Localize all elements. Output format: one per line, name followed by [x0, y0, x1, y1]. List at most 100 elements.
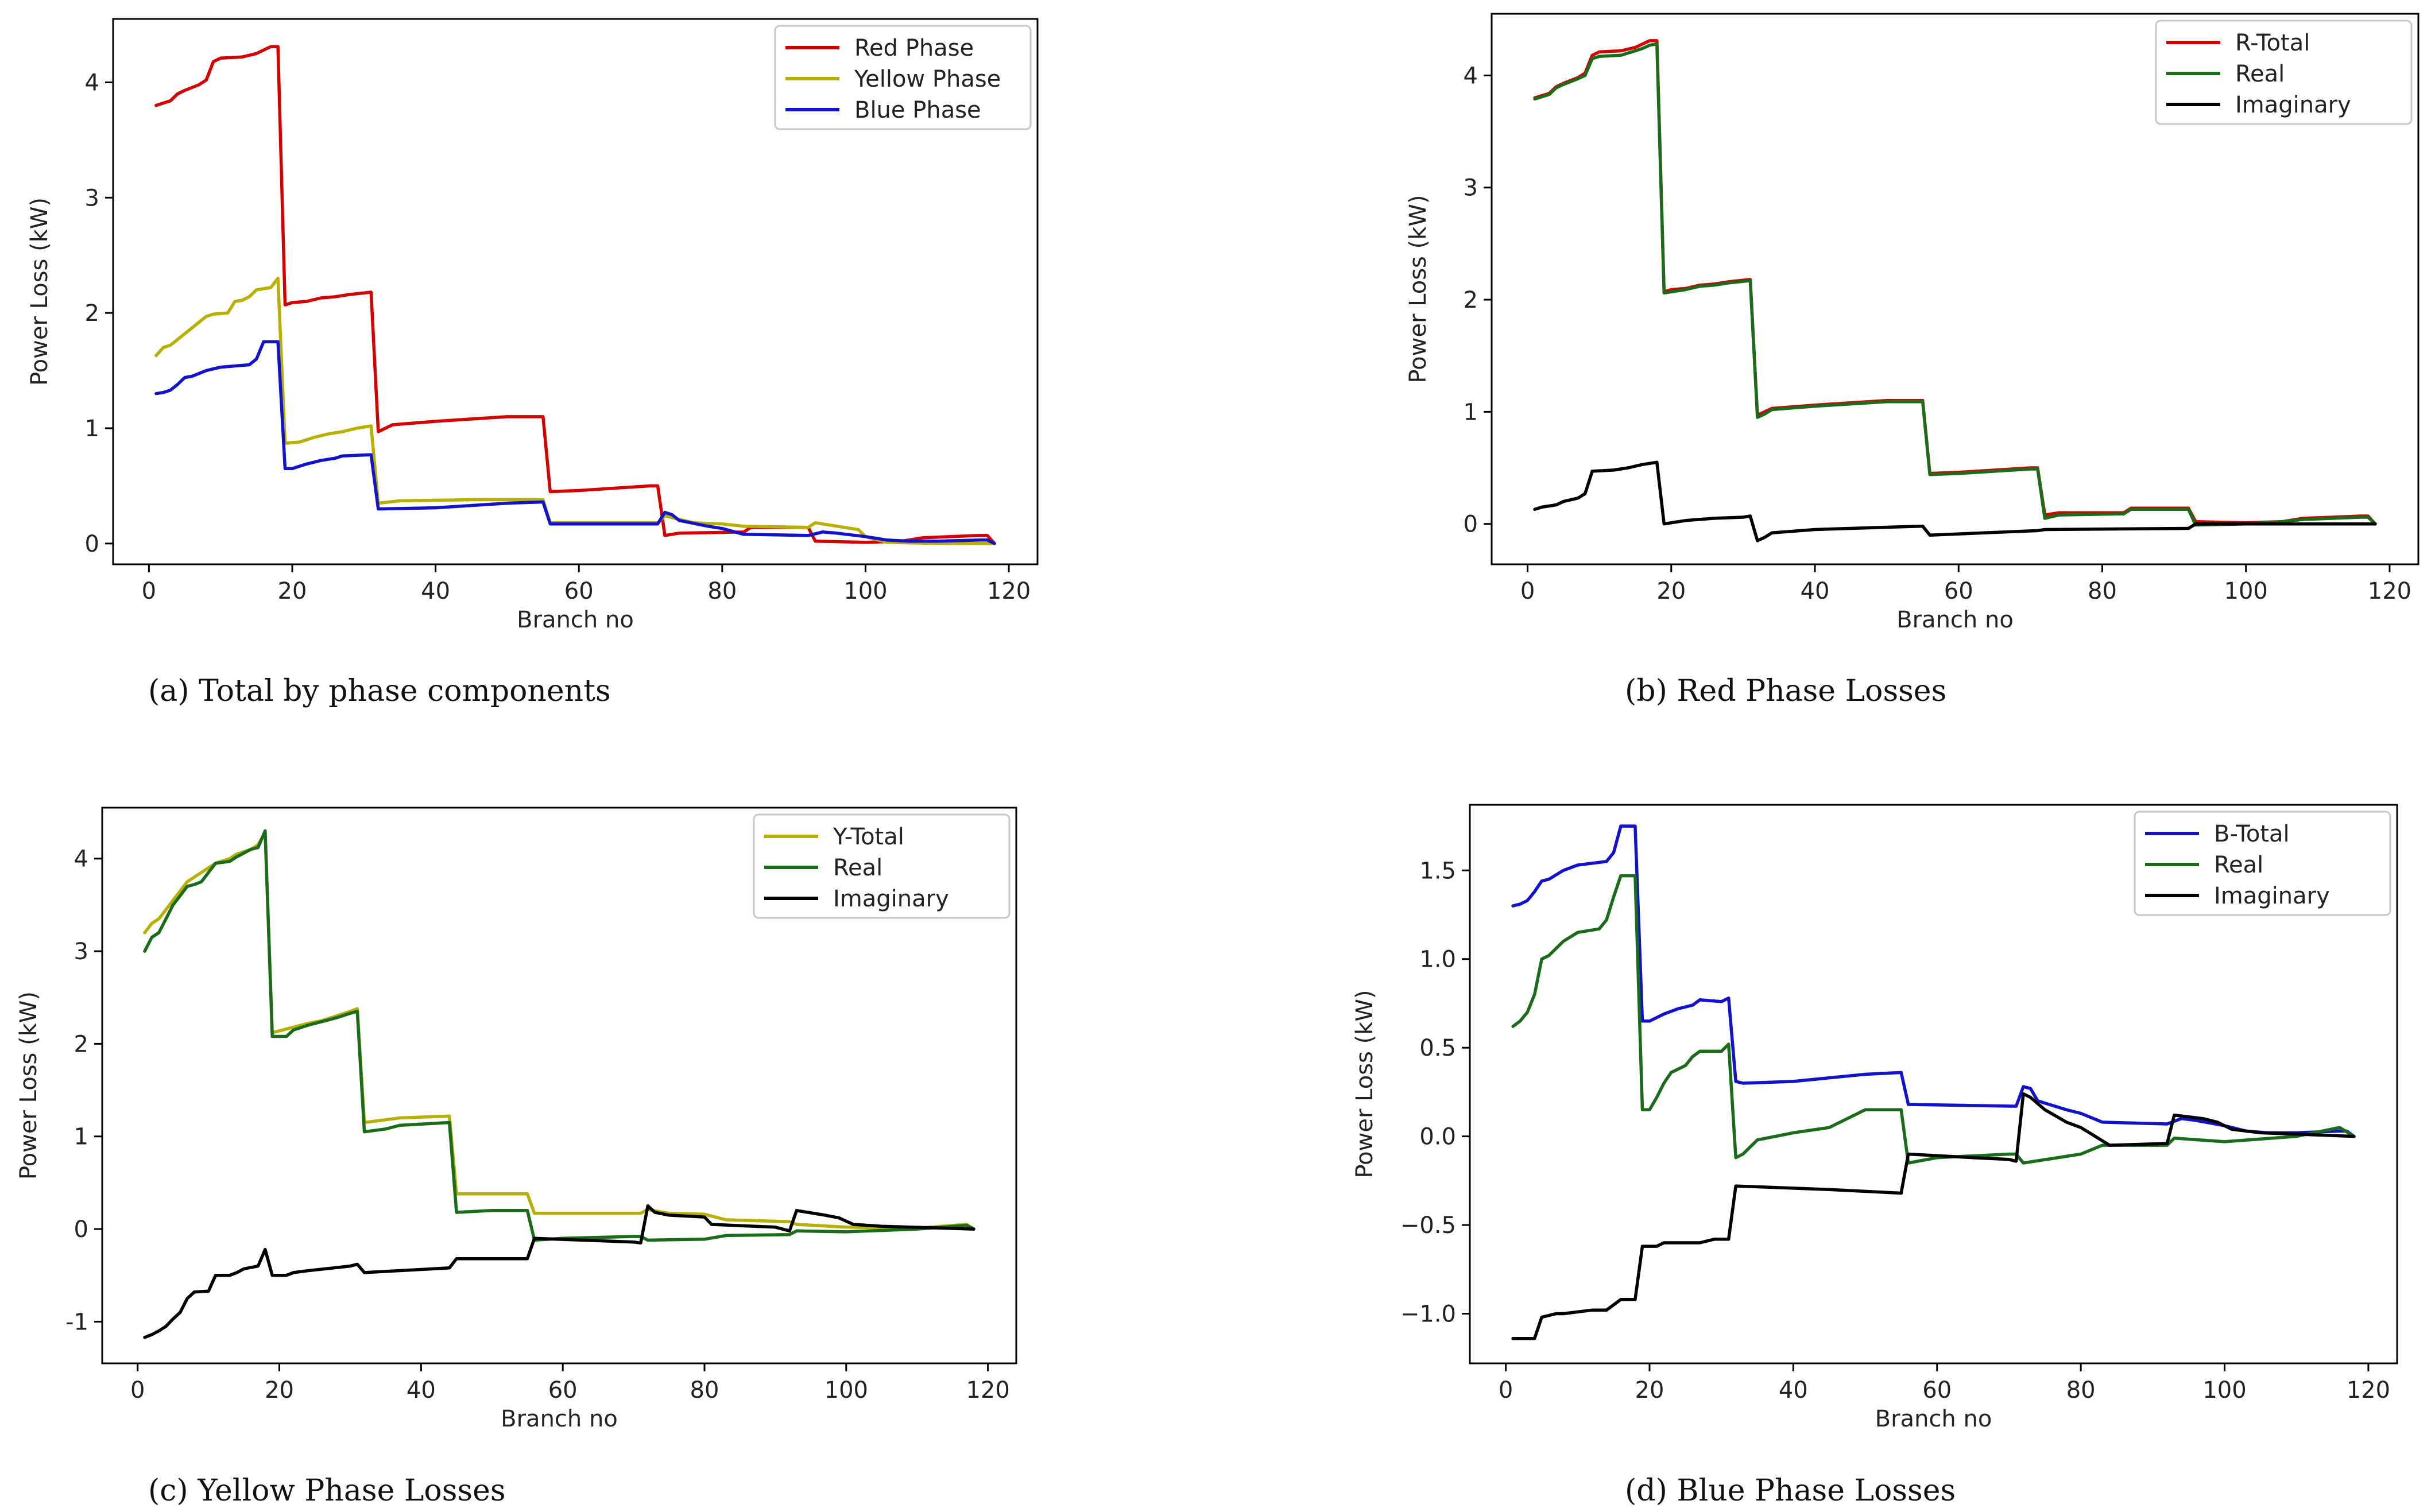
legend-label-b-0: R-Total: [2235, 30, 2310, 56]
subplot-a: 0 20 40 60 80 100 120 0 1 2 3 4 Branch no Power Loss …: [26, 18, 1039, 708]
x-tick-label-c-1: 20: [265, 1377, 294, 1404]
x-axis-label-d: Branch no: [1875, 1406, 1992, 1432]
series-line-a-1: [154, 277, 996, 545]
x-axis-label-c: Branch no: [501, 1406, 618, 1432]
x-tick-label-c-5: 100: [824, 1377, 868, 1404]
y-axis-label-c: Power Loss (kW): [16, 991, 42, 1180]
legend-c: Y-Total Real Imaginary: [753, 813, 1011, 919]
series-line-b-2: [1533, 460, 2377, 542]
axes-frame-c: [101, 807, 1017, 1364]
x-tick-label-c-2: 40: [407, 1377, 436, 1404]
y-tick-label-c-4: 3: [74, 939, 88, 965]
y-tick-label-d-1: −0.5: [1400, 1212, 1456, 1239]
subplot-d: 0 20 40 60 80 100 120 −1.0 −0.5 0.0 0.5 1.0 1.5 Branc…: [1352, 804, 2398, 1508]
legend-d: B-Total Real Imaginary: [2134, 811, 2391, 916]
y-tick-label-c-3: 2: [74, 1031, 88, 1057]
axes-frame-a: [112, 18, 1039, 565]
x-tick-label-c-3: 60: [548, 1377, 578, 1404]
x-tick-label-a-5: 100: [843, 578, 887, 604]
legend-label-a-0: Red Phase: [854, 35, 974, 61]
axes-frame-d: [1469, 804, 2398, 1364]
x-tick-label-d-0: 0: [1499, 1377, 1513, 1404]
y-tick-label-c-2: 1: [74, 1124, 88, 1150]
y-tick-label-d-4: 1.0: [1419, 947, 1456, 973]
y-tick-label-a-3: 3: [85, 185, 99, 211]
y-axis-label-d: Power Loss (kW): [1352, 990, 1378, 1178]
axes-frame-b: [1491, 13, 2419, 565]
y-tick-label-b-3: 3: [1464, 175, 1478, 201]
series-line-d-1: [1511, 874, 2356, 1165]
subplot-b: 0 20 40 60 80 100 120 0 1 2 3 4 Branch no Power Loss …: [1405, 13, 2419, 708]
x-axis-label-b: Branch no: [1896, 607, 2014, 633]
x-tick-label-c-0: 0: [130, 1377, 145, 1404]
legend-box-c: [753, 813, 1011, 919]
legend-label-d-1: Real: [2214, 852, 2263, 878]
x-tick-label-c-6: 120: [966, 1377, 1009, 1404]
series-line-d-0: [1511, 824, 2356, 1138]
y-tick-label-d-3: 0.5: [1419, 1035, 1456, 1061]
subplot-c: 0 20 40 60 80 100 120 -1 0 1 2 3 4 Branch no Power Los…: [16, 807, 1017, 1508]
y-tick-label-b-0: 0: [1464, 511, 1478, 538]
y-tick-label-a-4: 4: [85, 69, 99, 96]
x-tick-label-c-4: 80: [690, 1377, 719, 1404]
x-tick-label-d-3: 60: [1922, 1377, 1952, 1404]
legend-label-a-1: Yellow Phase: [854, 66, 1001, 92]
x-tick-label-a-2: 40: [421, 578, 450, 604]
legend-label-d-2: Imaginary: [2214, 883, 2330, 909]
caption-d: (d) Blue Phase Losses: [1625, 1474, 1956, 1508]
x-tick-label-b-1: 20: [1656, 578, 1686, 604]
y-axis-label-a: Power Loss (kW): [26, 197, 53, 386]
y-axis-label-b: Power Loss (kW): [1405, 195, 1431, 383]
x-tick-label-a-0: 0: [142, 578, 156, 604]
y-tick-label-b-4: 4: [1464, 63, 1478, 89]
legend-label-d-0: B-Total: [2214, 821, 2290, 847]
series-line-b-1: [1533, 42, 2377, 527]
x-tick-label-b-3: 60: [1944, 578, 1973, 604]
legend-box-a: [774, 25, 1032, 130]
plot-area-a: 0 20 40 60 80 100 120 0 1 2 3 4 Branch no Power Loss …: [26, 18, 1039, 633]
x-tick-label-a-4: 80: [707, 578, 737, 604]
x-tick-label-b-5: 100: [2224, 578, 2268, 604]
x-tick-label-a-1: 20: [278, 578, 307, 604]
x-tick-label-b-2: 40: [1801, 578, 1830, 604]
x-tick-label-d-2: 40: [1779, 1377, 1808, 1404]
x-axis-label-a: Branch no: [517, 607, 634, 633]
y-tick-label-d-2: 0.0: [1419, 1124, 1456, 1150]
legend-label-c-2: Imaginary: [833, 886, 949, 912]
y-tick-label-b-2: 2: [1464, 287, 1478, 313]
x-tick-label-a-3: 60: [564, 578, 594, 604]
legend-box-b: [2155, 20, 2413, 125]
x-tick-label-d-6: 120: [2347, 1377, 2390, 1404]
y-tick-label-a-2: 2: [85, 300, 99, 327]
legend-label-c-0: Y-Total: [833, 824, 904, 850]
plot-area-b: 0 20 40 60 80 100 120 0 1 2 3 4 Branch no Power Loss …: [1405, 13, 2419, 633]
legend-label-c-1: Real: [833, 855, 882, 881]
series-line-c-1: [143, 829, 975, 1242]
x-tick-label-b-0: 0: [1520, 578, 1535, 604]
y-tick-label-a-0: 0: [85, 531, 99, 557]
legend-label-b-1: Real: [2235, 61, 2285, 87]
plot-area-d: 0 20 40 60 80 100 120 −1.0 −0.5 0.0 0.5 1.0 1.5 Branc…: [1352, 804, 2398, 1432]
caption-b: (b) Red Phase Losses: [1625, 674, 1946, 708]
x-tick-label-a-6: 120: [987, 578, 1031, 604]
legend-label-b-2: Imaginary: [2235, 92, 2351, 118]
y-tick-label-b-1: 1: [1464, 399, 1478, 425]
x-tick-label-b-6: 120: [2368, 578, 2411, 604]
y-tick-label-c-1: 0: [74, 1216, 88, 1243]
plot-area-c: 0 20 40 60 80 100 120 -1 0 1 2 3 4 Branch no Power Los…: [16, 807, 1017, 1432]
legend-label-a-2: Blue Phase: [854, 97, 981, 123]
legend-b: R-Total Real Imaginary: [2155, 20, 2413, 125]
y-tick-label-d-5: 1.5: [1419, 858, 1456, 884]
x-tick-label-d-1: 20: [1635, 1377, 1664, 1404]
legend-a: Red Phase Yellow Phase Blue Phase: [774, 25, 1032, 130]
y-tick-label-c-0: -1: [65, 1309, 88, 1335]
y-tick-label-c-5: 4: [74, 846, 88, 873]
series-line-d-2: [1511, 1092, 2356, 1340]
series-line-a-2: [154, 340, 996, 545]
x-tick-label-b-4: 80: [2088, 578, 2117, 604]
series-line-c-2: [143, 1204, 975, 1339]
legend-box-d: [2134, 811, 2391, 916]
x-tick-label-d-5: 100: [2202, 1377, 2246, 1404]
x-tick-label-d-4: 80: [2066, 1377, 2096, 1404]
